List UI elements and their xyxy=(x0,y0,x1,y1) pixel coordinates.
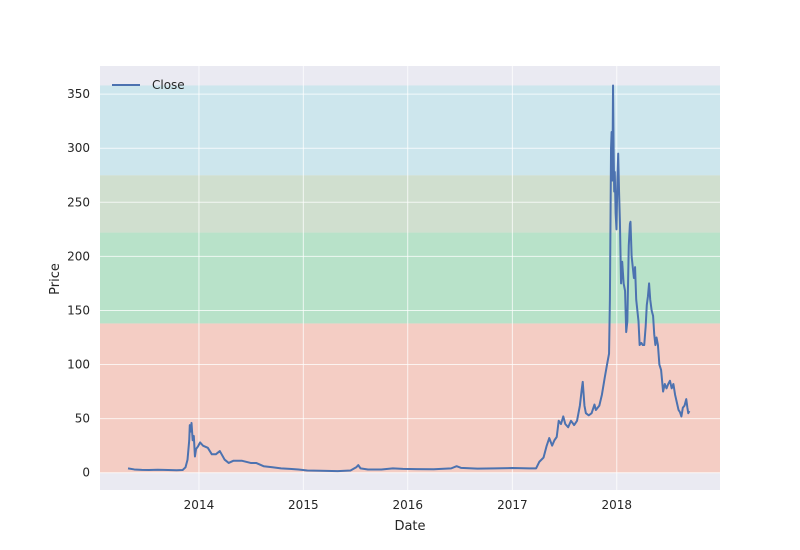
x-axis-label: Date xyxy=(394,519,425,534)
y-axis-label: Price xyxy=(48,263,63,295)
y-axis-ticks: 0 50 100 150 200 250 300 350 xyxy=(67,87,90,480)
legend-label-close: Close xyxy=(152,78,185,92)
price-band-4 xyxy=(100,85,720,176)
legend: Close xyxy=(112,78,185,92)
x-tick-label: 2018 xyxy=(601,498,632,512)
series-line-close xyxy=(127,84,691,473)
x-tick-label: 2017 xyxy=(497,498,528,512)
x-axis-ticks: 2014 2015 2016 2017 2018 xyxy=(184,498,632,512)
y-tick-label: 0 xyxy=(82,466,90,480)
price-band-1 xyxy=(100,323,720,473)
grid-lines xyxy=(100,66,720,490)
y-tick-label: 300 xyxy=(67,141,90,155)
y-tick-label: 50 xyxy=(75,412,90,426)
series-layer xyxy=(127,84,691,473)
x-tick-label: 2014 xyxy=(184,498,215,512)
x-tick-label: 2015 xyxy=(288,498,319,512)
x-tick-label: 2016 xyxy=(392,498,423,512)
price-bands xyxy=(100,85,720,473)
y-tick-label: 200 xyxy=(67,249,90,263)
y-tick-label: 250 xyxy=(67,195,90,209)
price-band-3 xyxy=(100,175,720,233)
y-tick-label: 100 xyxy=(67,358,90,372)
y-tick-label: 350 xyxy=(67,87,90,101)
y-tick-label: 150 xyxy=(67,303,90,317)
